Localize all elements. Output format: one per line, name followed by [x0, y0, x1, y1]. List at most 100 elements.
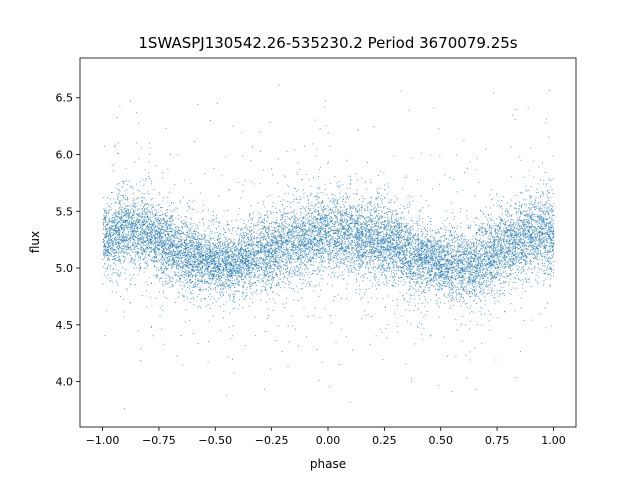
data-point	[225, 156, 227, 158]
data-point	[315, 238, 317, 240]
data-point	[131, 214, 133, 216]
data-point	[435, 255, 437, 257]
data-point	[306, 254, 308, 256]
data-point	[496, 233, 498, 235]
data-point	[361, 208, 363, 210]
data-point	[140, 197, 142, 199]
data-point	[360, 207, 362, 208]
data-point	[469, 264, 471, 266]
data-point	[113, 219, 115, 221]
data-point	[219, 249, 221, 251]
data-point	[541, 233, 543, 234]
data-point	[379, 257, 381, 258]
data-point	[497, 200, 499, 202]
data-point	[172, 215, 174, 216]
data-point	[456, 228, 458, 230]
data-point	[123, 251, 125, 253]
data-point	[488, 258, 490, 260]
data-point	[508, 226, 510, 228]
data-point	[105, 270, 107, 272]
data-point	[380, 232, 381, 234]
data-point	[194, 247, 196, 249]
data-point	[397, 245, 399, 246]
data-point	[372, 252, 374, 254]
data-point	[494, 285, 496, 287]
data-point	[463, 279, 465, 281]
data-point	[197, 270, 199, 272]
data-point	[162, 343, 164, 345]
data-point	[401, 222, 403, 224]
data-point	[131, 260, 133, 262]
data-point	[356, 248, 358, 250]
data-point	[288, 237, 290, 239]
data-point	[349, 401, 351, 403]
data-point	[182, 231, 184, 233]
data-point	[367, 221, 369, 223]
data-point	[504, 240, 505, 242]
data-point	[141, 236, 143, 238]
data-point	[480, 248, 482, 250]
data-point	[287, 212, 289, 214]
data-point	[440, 260, 442, 262]
data-point	[124, 198, 126, 200]
data-point	[302, 224, 304, 226]
data-point	[439, 155, 441, 157]
data-point	[259, 266, 260, 268]
data-point	[355, 173, 357, 175]
data-point	[109, 225, 111, 227]
data-point	[165, 261, 166, 263]
data-point	[542, 242, 544, 244]
data-point	[389, 261, 391, 262]
data-point	[508, 292, 510, 294]
data-point	[414, 256, 416, 258]
data-point	[160, 242, 162, 244]
data-point	[497, 250, 499, 252]
data-point	[414, 255, 416, 257]
data-point	[409, 270, 411, 272]
data-point	[446, 267, 448, 269]
data-point	[250, 243, 252, 245]
data-point	[481, 283, 483, 285]
data-point	[172, 284, 174, 286]
data-point	[278, 232, 280, 234]
data-point	[205, 264, 207, 266]
data-point	[229, 271, 231, 273]
data-point	[307, 217, 309, 219]
data-point	[408, 269, 410, 271]
data-point	[545, 205, 547, 207]
data-point	[218, 277, 220, 279]
data-point	[417, 240, 419, 242]
data-point	[412, 279, 414, 280]
data-point	[481, 294, 483, 295]
data-point	[115, 252, 116, 253]
data-point	[186, 262, 188, 264]
data-point	[294, 237, 296, 239]
data-point	[112, 256, 114, 258]
data-point	[282, 242, 284, 244]
data-point	[277, 243, 279, 245]
data-point	[455, 250, 457, 252]
data-point	[254, 238, 256, 240]
data-point	[129, 216, 131, 218]
data-point	[286, 248, 288, 250]
data-point	[389, 245, 391, 247]
data-point	[508, 247, 510, 249]
data-point	[105, 234, 106, 236]
data-point	[337, 253, 339, 255]
data-point	[236, 256, 237, 258]
data-point	[128, 214, 130, 216]
data-point	[419, 255, 421, 256]
data-point	[443, 257, 445, 259]
data-point	[386, 261, 388, 263]
data-point	[398, 268, 400, 270]
data-point	[409, 277, 410, 279]
data-point	[361, 206, 363, 208]
data-point	[120, 272, 122, 274]
data-point	[470, 272, 472, 274]
data-point	[419, 256, 420, 258]
data-point	[361, 253, 363, 255]
data-point	[170, 215, 172, 217]
data-point	[444, 262, 446, 264]
data-point	[187, 248, 189, 250]
data-point	[272, 298, 274, 300]
